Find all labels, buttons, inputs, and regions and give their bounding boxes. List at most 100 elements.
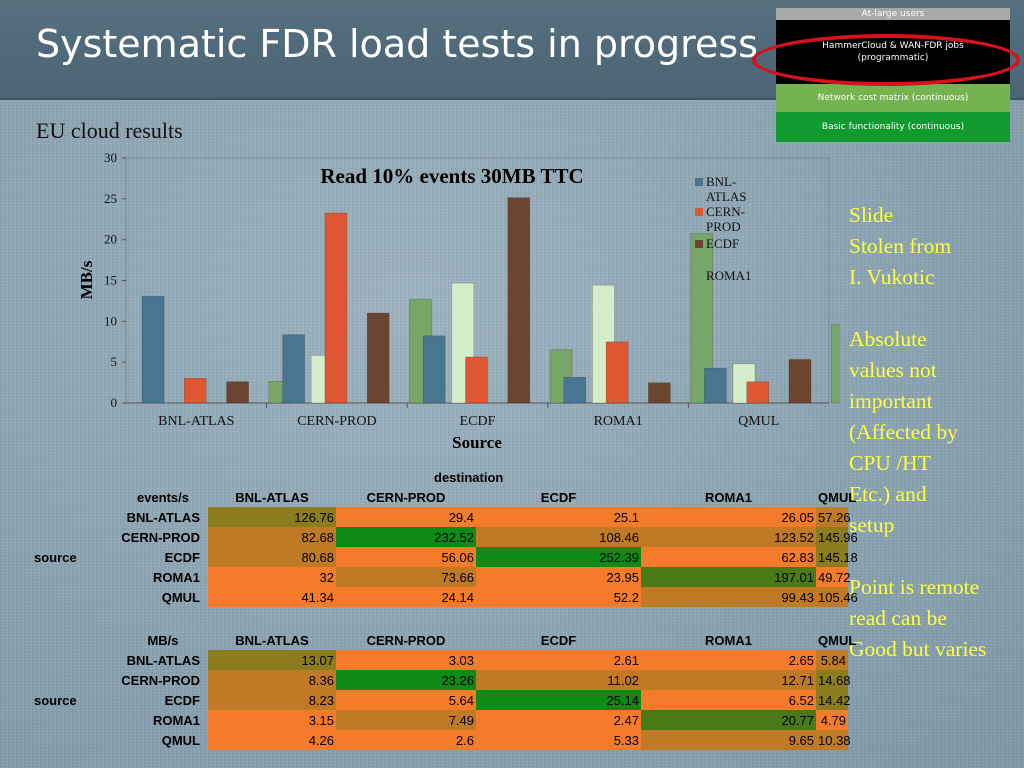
- source-label: source: [34, 549, 77, 565]
- table-cell: 5.33: [476, 730, 641, 750]
- bar-ecdf-1: [465, 356, 488, 404]
- bar-qmul-1: [746, 381, 770, 404]
- legend-label: CERN-PROD: [706, 204, 745, 234]
- bar-roma1-0: [563, 376, 587, 404]
- source-label: [0, 507, 118, 527]
- side-note-line: Point is remote: [849, 575, 980, 599]
- side-note-line: Etc.) and: [849, 482, 927, 506]
- source-label: [0, 670, 118, 690]
- side-note-line: read can be: [849, 606, 947, 630]
- table-cell: 20.77: [641, 710, 816, 730]
- bar-cern-prod-2: [366, 312, 390, 404]
- column-header: ROMA1: [705, 489, 752, 505]
- table-corner-label: MB/s: [147, 632, 179, 648]
- source-label: [0, 587, 118, 607]
- bar-ecdf-0: [422, 335, 446, 404]
- table-row: QMUL 41.34 24.14 52.2 99.43 105.46: [0, 587, 858, 607]
- y-tick-label: 30: [104, 150, 117, 165]
- column-header: QMUL: [818, 489, 857, 505]
- table-cell: 49.72: [816, 567, 851, 587]
- table-cell: 123.52: [641, 527, 816, 547]
- side-note-line: Absolute: [849, 327, 927, 351]
- table-cell: 3.15: [208, 710, 336, 730]
- table-cell: 252.39: [476, 547, 641, 567]
- side-note-line: CPU /HT: [849, 451, 931, 475]
- table-cell: 105.46: [816, 587, 858, 607]
- table-cell: 62.83: [641, 547, 816, 567]
- table-cell: 2.47: [476, 710, 641, 730]
- column-header: CERN-PROD: [366, 489, 446, 505]
- table-cell: 2.61: [476, 650, 641, 670]
- row-label: BNL-ATLAS: [126, 652, 200, 668]
- table-cell: 10.38: [816, 730, 851, 750]
- side-note: Slide Stolen from I. Vukotic Absolute value…: [849, 200, 1024, 665]
- table-cell: 56.06: [336, 547, 476, 567]
- table-cell: 6.52: [641, 690, 816, 710]
- column-header: BNL-ATLAS: [235, 632, 309, 648]
- y-tick-label: 15: [104, 273, 117, 288]
- table-cell: 41.34: [208, 587, 336, 607]
- table-cell: 13.07: [208, 650, 336, 670]
- table-cell: 4.79: [816, 710, 848, 730]
- table-header-row: MB/s BNL-ATLAS CERN-PROD ECDF ROMA1 QMUL: [0, 630, 857, 650]
- side-note-line: [849, 293, 1024, 324]
- table-cell: 29.4: [336, 507, 476, 527]
- row-label: QMUL: [161, 732, 200, 748]
- bar-bnl-atlas-2: [226, 381, 249, 404]
- table-cell: 5.64: [336, 690, 476, 710]
- table-row: BNL-ATLAS 126.76 29.4 25.1 26.05 57.26: [0, 507, 851, 527]
- table-cell: 145.96: [816, 527, 858, 547]
- table-cell: 5.84: [816, 650, 848, 670]
- mbs-table: MB/s BNL-ATLAS CERN-PROD ECDF ROMA1 QMUL BNL-A…: [0, 630, 857, 750]
- column-header: CERN-PROD: [366, 632, 446, 648]
- table-cell: 2.6: [336, 730, 476, 750]
- side-note-line: Good but varies: [849, 637, 987, 661]
- table-cell: 9.65: [641, 730, 816, 750]
- table-cell: 7.49: [336, 710, 476, 730]
- y-tick-label: 10: [104, 313, 117, 328]
- x-axis-label: Source: [452, 433, 502, 452]
- table-cell: 3.03: [336, 650, 476, 670]
- tier-row: At-large users: [776, 8, 1010, 20]
- y-axis-label: MB/s: [77, 260, 96, 299]
- bar-cern-prod-0: [282, 334, 305, 404]
- table-cell: 11.02: [476, 670, 641, 690]
- legend-swatch: [695, 208, 703, 216]
- chart-title: Read 10% events 30MB TTC: [320, 164, 583, 188]
- x-tick-label: CERN-PROD: [297, 414, 376, 429]
- table-row: source ECDF 8.23 5.64 25.14 6.52 14.42: [0, 690, 851, 710]
- table-corner-label: events/s: [136, 489, 190, 505]
- bar-roma1-2: [648, 382, 671, 404]
- source-label: [0, 710, 118, 730]
- row-label: QMUL: [161, 589, 200, 605]
- slide-title: Systematic FDR load tests in progress: [36, 22, 758, 66]
- bar-cern-prod-1: [324, 212, 348, 404]
- legend-swatch: [695, 272, 703, 280]
- x-tick-label: BNL-ATLAS: [158, 414, 234, 429]
- y-tick-label: 20: [104, 232, 117, 247]
- side-note-line: I. Vukotic: [849, 265, 935, 289]
- y-tick-label: 5: [111, 354, 118, 369]
- table-row: BNL-ATLAS 13.07 3.03 2.61 2.65 5.84: [0, 650, 848, 670]
- legend-label: BNL-ATLAS: [706, 174, 746, 204]
- destination-label: destination: [434, 470, 504, 485]
- table-cell: 12.71: [641, 670, 816, 690]
- row-label: BNL-ATLAS: [126, 509, 200, 525]
- source-label: [0, 730, 118, 750]
- row-label: ECDF: [164, 692, 200, 708]
- side-note-line: Stolen from: [849, 234, 952, 258]
- table-cell: 82.68: [208, 527, 336, 547]
- source-label: [0, 650, 118, 670]
- table-cell: 57.26: [816, 507, 851, 527]
- side-note-line: (Affected by: [849, 420, 958, 444]
- table-cell: 52.2: [476, 587, 641, 607]
- bar-qmul-2: [788, 359, 812, 404]
- y-tick-label: 0: [111, 395, 118, 410]
- column-header: ECDF: [540, 489, 577, 505]
- table-cell: 2.65: [641, 650, 816, 670]
- table-row: source ECDF 80.68 56.06 252.39 62.83 145.18: [0, 547, 858, 567]
- column-header: QMUL: [818, 632, 857, 648]
- table-header-row: events/s BNL-ATLAS CERN-PROD ECDF ROMA1 QMUL: [0, 487, 857, 507]
- source-label: [0, 527, 118, 547]
- table-row: QMUL 4.26 2.6 5.33 9.65 10.38: [0, 730, 851, 750]
